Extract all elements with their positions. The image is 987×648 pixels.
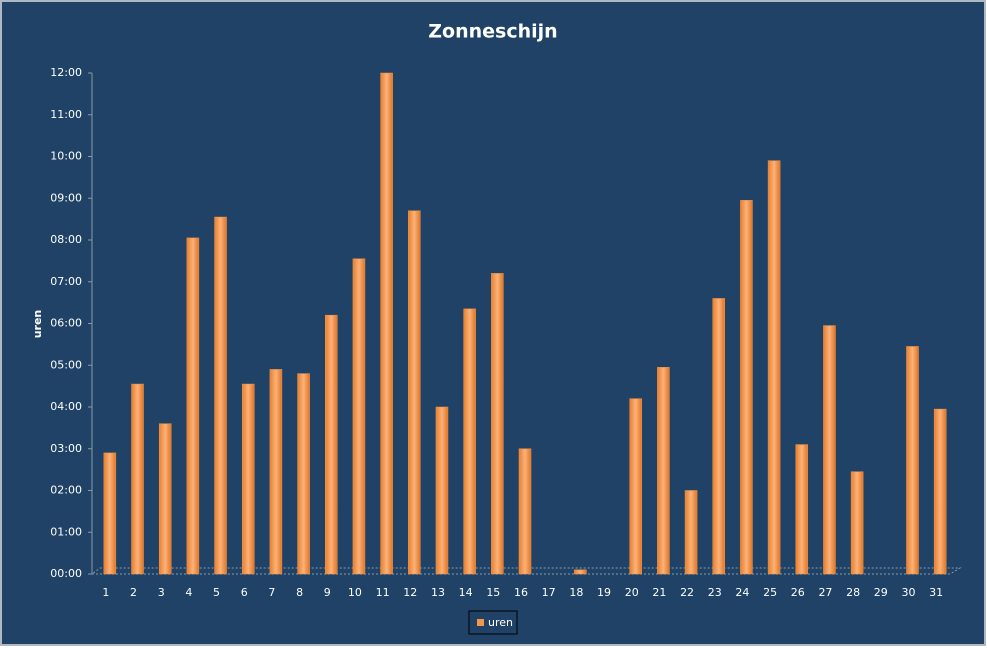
x-tick-label: 15: [486, 586, 500, 599]
y-tick-label: 09:00: [50, 191, 82, 204]
bar: [297, 373, 310, 575]
bar: [214, 216, 227, 575]
x-tick-label: 8: [296, 586, 303, 599]
y-tick-label: 03:00: [50, 442, 82, 455]
bar: [435, 406, 449, 575]
bar: [795, 444, 809, 575]
y-tick-label: 01:00: [50, 525, 82, 538]
x-tick-label: 30: [901, 586, 915, 599]
legend-swatch: [477, 619, 484, 626]
x-tick-label: 29: [874, 586, 888, 599]
x-tick-label: 5: [213, 586, 220, 599]
bar: [269, 369, 283, 575]
bar: [518, 448, 532, 575]
bar: [463, 308, 476, 575]
bar: [491, 273, 504, 575]
x-tick-label: 10: [348, 586, 362, 599]
x-tick-label: 21: [652, 586, 666, 599]
y-tick-label: 02:00: [50, 484, 82, 497]
bar: [352, 258, 366, 575]
x-tick-label: 22: [680, 586, 694, 599]
y-tick-label: 04:00: [50, 400, 82, 413]
x-tick-label: 18: [569, 586, 583, 599]
bar: [574, 569, 587, 575]
bar: [906, 346, 919, 575]
legend-box: [468, 610, 518, 635]
y-tick-label: 00:00: [50, 567, 82, 580]
bar: [767, 160, 781, 575]
bar: [241, 383, 255, 575]
bar: [158, 423, 172, 575]
bar: [684, 490, 698, 575]
bar: [712, 298, 725, 575]
bar: [850, 471, 864, 575]
y-tick-label: 10:00: [50, 150, 82, 163]
bar: [103, 452, 117, 575]
x-tick-label: 16: [514, 586, 528, 599]
x-tick-label: 17: [542, 586, 556, 599]
x-tick-label: 31: [929, 586, 943, 599]
x-tick-label: 1: [102, 586, 109, 599]
legend-label: uren: [488, 616, 513, 629]
y-tick-label: 05:00: [50, 358, 82, 371]
x-tick-label: 27: [818, 586, 832, 599]
x-tick-label: 24: [735, 586, 749, 599]
x-tick-label: 19: [597, 586, 611, 599]
y-tick-label: 08:00: [50, 233, 82, 246]
y-tick-label: 07:00: [50, 275, 82, 288]
bar: [629, 398, 642, 575]
x-tick-label: 9: [324, 586, 331, 599]
bar: [657, 367, 670, 575]
x-tick-label: 3: [158, 586, 165, 599]
bar: [823, 325, 836, 575]
bar: [131, 383, 144, 575]
x-tick-label: 13: [431, 586, 445, 599]
x-tick-label: 25: [763, 586, 777, 599]
x-tick-label: 11: [376, 586, 390, 599]
x-tick-label: 26: [791, 586, 805, 599]
bar: [408, 210, 421, 575]
x-tick-label: 28: [846, 586, 860, 599]
bar: [740, 200, 753, 575]
chart-title: Zonneschijn: [428, 21, 557, 43]
y-tick-label: 12:00: [50, 66, 82, 79]
x-tick-label: 7: [268, 586, 275, 599]
x-tick-label: 4: [185, 586, 192, 599]
x-tick-label: 20: [625, 586, 639, 599]
x-tick-label: 23: [708, 586, 722, 599]
x-tick-label: 12: [403, 586, 417, 599]
y-axis-label: uren: [31, 310, 44, 339]
y-tick-label: 11:00: [50, 108, 82, 121]
bar: [325, 314, 338, 575]
bar: [933, 408, 947, 575]
x-tick-label: 6: [241, 586, 248, 599]
y-tick-label: 06:00: [50, 317, 82, 330]
bar: [186, 237, 200, 575]
bar: [380, 72, 393, 575]
x-tick-label: 2: [130, 586, 137, 599]
x-tick-label: 14: [459, 586, 473, 599]
